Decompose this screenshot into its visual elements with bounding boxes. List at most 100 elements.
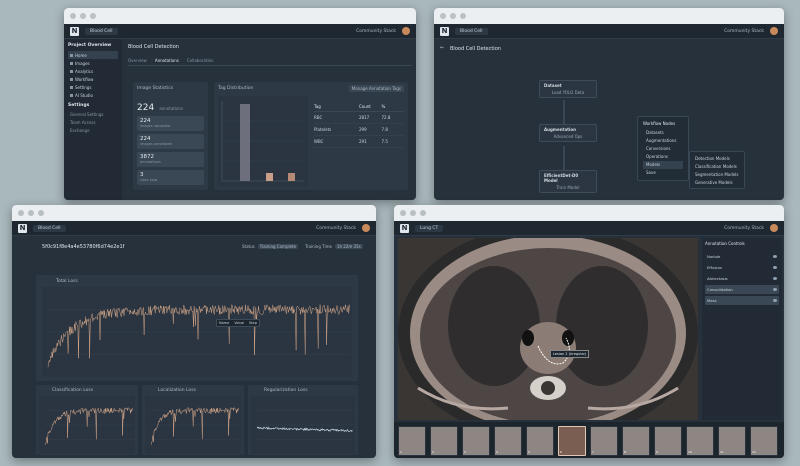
table-row[interactable]: RBC 2817 72.8: [314, 112, 404, 124]
tab-overview[interactable]: Overview: [128, 58, 147, 63]
table-row[interactable]: Platelets 299 7.8: [314, 124, 404, 136]
submenu-item[interactable]: Detection Models: [695, 155, 730, 161]
settings-item[interactable]: General Settings: [70, 111, 104, 117]
sidebar-item[interactable]: Home: [68, 51, 118, 59]
thumbnail-label: 3: [464, 450, 466, 454]
window-dot[interactable]: [420, 210, 426, 216]
sidebar-item[interactable]: Analytics: [68, 67, 118, 75]
project-crumb[interactable]: Blood Cell: [455, 27, 488, 35]
menu-item[interactable]: Save: [646, 170, 656, 175]
loss-tooltip: Name Value Step: [216, 319, 260, 327]
project-crumb[interactable]: Blood Cell: [85, 27, 118, 35]
avatar[interactable]: [770, 224, 778, 232]
ct-thumbnail[interactable]: 2: [430, 426, 458, 456]
class-item[interactable]: Mass: [705, 296, 779, 305]
menu-item[interactable]: Conversions: [646, 146, 671, 151]
ct-thumbnail[interactable]: 11: [718, 426, 746, 456]
project-crumb[interactable]: Blood Cell: [33, 224, 66, 232]
avatar[interactable]: [362, 224, 370, 232]
menu-item[interactable]: Operations: [646, 154, 668, 159]
thumbnail-strip: 1 2 3 4 5 6 7 8 9 10 11 12: [394, 422, 784, 458]
window-dot[interactable]: [70, 13, 76, 19]
submenu-item[interactable]: Generative Models: [695, 179, 733, 185]
workflow-node[interactable]: Dataset Load YOLO Data: [539, 80, 597, 98]
thumbnail-label: 10: [688, 450, 692, 454]
submenu-item[interactable]: Segmentation Models: [695, 171, 739, 177]
models-submenu: Detection Models Classification Models Seg…: [689, 151, 745, 189]
stat-label: images uploaded: [140, 124, 171, 128]
tab-collaboration[interactable]: Collaboration: [186, 58, 214, 63]
community-link[interactable]: Community Stack: [356, 28, 396, 34]
browser-chrome: [64, 8, 416, 24]
visibility-icon[interactable]: [773, 255, 777, 258]
class-item[interactable]: Nodule: [705, 252, 779, 261]
menu-item[interactable]: Datasets: [646, 130, 664, 135]
window-dot[interactable]: [28, 210, 34, 216]
class-item[interactable]: Effusion: [705, 263, 779, 272]
logo-icon[interactable]: N: [18, 223, 27, 233]
community-link[interactable]: Community Stack: [724, 28, 764, 34]
ct-thumbnail[interactable]: 3: [462, 426, 490, 456]
logo-icon[interactable]: N: [440, 26, 449, 36]
window-dot[interactable]: [410, 210, 416, 216]
manage-tags-button[interactable]: Manage Annotation Tags: [348, 85, 404, 92]
avatar[interactable]: [402, 27, 410, 35]
avatar[interactable]: [770, 27, 778, 35]
settings-item[interactable]: Team Access: [70, 119, 96, 125]
workflow-node[interactable]: EfficientDet-D0 Model Train Model: [539, 170, 597, 193]
ct-thumbnail[interactable]: 9: [654, 426, 682, 456]
window-dot[interactable]: [400, 210, 406, 216]
visibility-icon[interactable]: [773, 277, 777, 280]
ct-thumbnail[interactable]: 12: [750, 426, 778, 456]
workflow-node[interactable]: Augmentation Advanced Ops: [539, 124, 597, 142]
tab-annotations[interactable]: Annotations: [154, 58, 179, 63]
app-topbar: N Blood Cell Community Stack: [434, 24, 784, 39]
stat-label: class tags: [140, 178, 158, 182]
ct-thumbnail[interactable]: 1: [398, 426, 426, 456]
stat-tile: 3872 annotations: [137, 152, 204, 167]
window-dot[interactable]: [460, 13, 466, 19]
window-dot[interactable]: [440, 13, 446, 19]
ct-thumbnail[interactable]: 10: [686, 426, 714, 456]
window-dot[interactable]: [80, 13, 86, 19]
logo-icon[interactable]: N: [70, 26, 79, 36]
ct-image-canvas[interactable]: Lesion 2 (Irregular): [398, 238, 698, 420]
ct-thumbnail[interactable]: 4: [494, 426, 522, 456]
ct-thumbnail[interactable]: 7: [590, 426, 618, 456]
community-link[interactable]: Community Stack: [316, 225, 356, 231]
ct-thumbnail[interactable]: 5: [526, 426, 554, 456]
back-icon[interactable]: ←: [440, 45, 445, 51]
community-link[interactable]: Community Stack: [724, 225, 764, 231]
sidebar-header: Project Overview: [68, 43, 112, 48]
sidebar-item[interactable]: Images: [68, 59, 118, 67]
visibility-icon[interactable]: [773, 266, 777, 269]
window-dot[interactable]: [38, 210, 44, 216]
settings-icon: [70, 85, 73, 89]
table-cell: 299: [359, 127, 367, 132]
window-dot[interactable]: [18, 210, 24, 216]
window-dot[interactable]: [450, 13, 456, 19]
menu-header: Workflow Nodes: [643, 120, 676, 126]
window-dot[interactable]: [90, 13, 96, 19]
visibility-icon[interactable]: [773, 299, 777, 302]
window-dataset-overview: N Blood Cell Community Stack Project Ove…: [64, 8, 416, 200]
sidebar-item[interactable]: AI Studio: [68, 91, 118, 99]
table-row[interactable]: WBC 291 7.5: [314, 136, 404, 148]
class-item[interactable]: Atelectasis: [705, 274, 779, 283]
ct-thumbnail[interactable]: 6: [558, 426, 586, 456]
class-label: Effusion: [707, 265, 723, 270]
menu-item[interactable]: Models: [643, 160, 683, 169]
tooltip-header: Step: [248, 321, 257, 325]
run-id: 5f0c91f8e4a4e53780f6d74e2e1f: [42, 244, 125, 250]
node-subtitle: Train Model: [556, 185, 580, 190]
sidebar-item[interactable]: Settings: [68, 83, 118, 91]
submenu-item[interactable]: Classification Models: [695, 163, 737, 169]
menu-item[interactable]: Augmentations: [646, 138, 677, 143]
sidebar-item[interactable]: Workflow: [68, 75, 118, 83]
project-crumb[interactable]: Lung CT: [415, 224, 444, 232]
ct-thumbnail[interactable]: 8: [622, 426, 650, 456]
class-item[interactable]: Consolidation: [705, 285, 779, 294]
visibility-icon[interactable]: [773, 288, 777, 291]
logo-icon[interactable]: N: [400, 223, 409, 233]
settings-item[interactable]: Exchange: [70, 127, 90, 133]
